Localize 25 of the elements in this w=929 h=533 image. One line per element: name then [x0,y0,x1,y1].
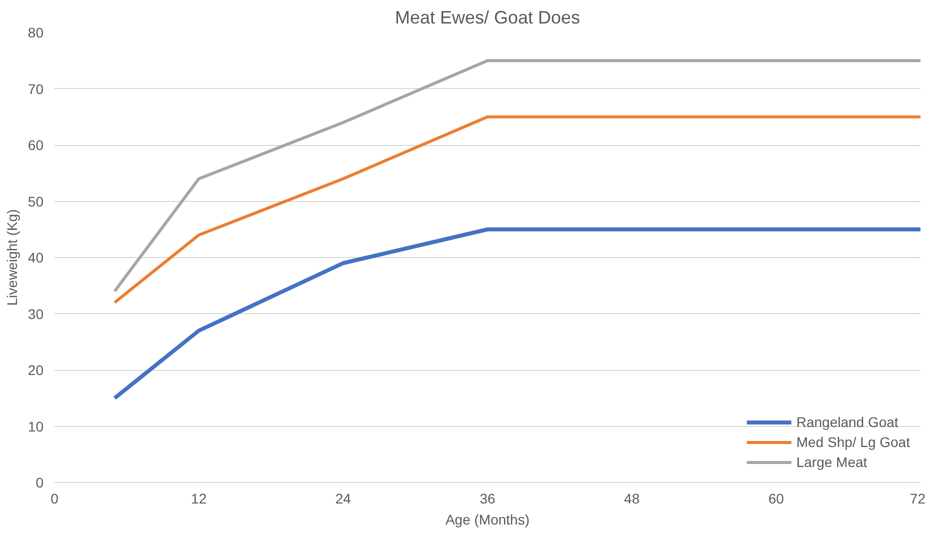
legend-label: Med Shp/ Lg Goat [796,434,910,450]
legend-label: Rangeland Goat [796,414,898,430]
x-tick-label: 72 [910,490,926,506]
x-tick-label: 0 [50,490,59,506]
x-tick-label: 60 [768,490,784,506]
line-series [113,115,920,304]
line-series [113,59,920,293]
y-tick-label: 40 [28,250,44,266]
line-series [112,227,920,400]
legend-label: Large Meat [796,454,868,470]
y-tick-label: 60 [28,137,44,153]
y-tick-label: 70 [28,80,44,97]
y-tick-label: 20 [28,362,44,378]
y-tick-label: 80 [28,24,44,40]
y-axis-title: Liveweight (Kg) [4,209,20,306]
x-tick-label: 48 [624,490,640,506]
y-tick-label: 50 [28,193,44,210]
x-axis-title: Age (Months) [445,512,530,528]
y-tick-label: 10 [28,418,44,434]
y-tick-label: 0 [36,474,44,490]
x-tick-label: 12 [191,490,207,506]
x-tick-label: 24 [335,490,352,506]
x-tick-label: 36 [480,490,496,506]
chart-title: Meat Ewes/ Goat Does [394,8,580,28]
y-tick-label: 30 [28,306,44,322]
